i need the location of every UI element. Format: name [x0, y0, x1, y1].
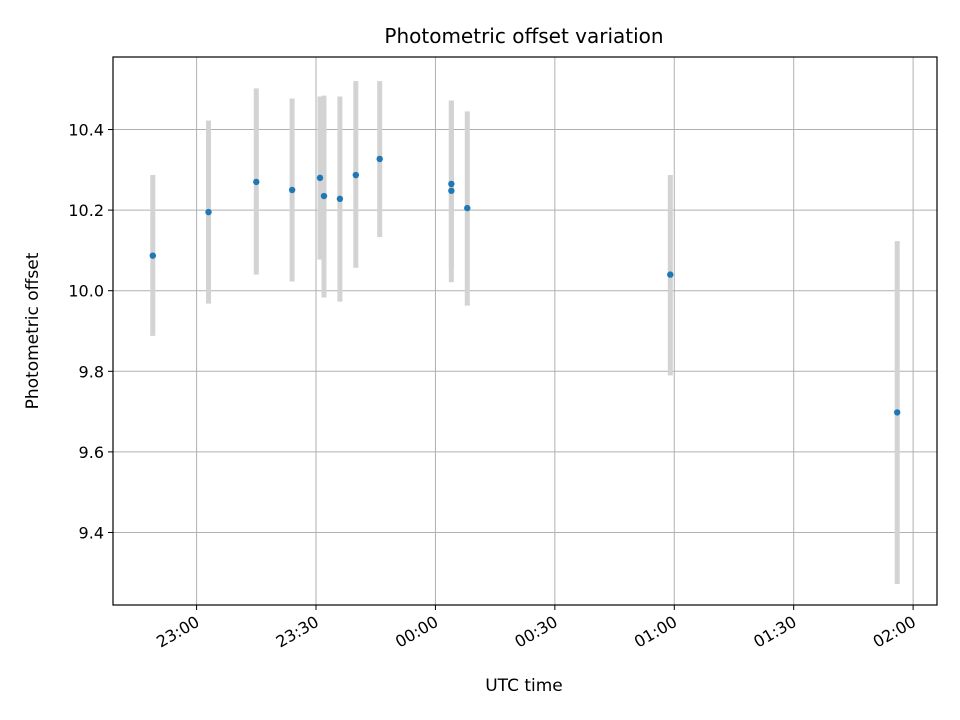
- y-axis-ticks: 9.4 9.6 9.8 10.0 10.2 10.4: [68, 121, 113, 542]
- chart-title: Photometric offset variation: [384, 24, 663, 48]
- data-point: [253, 178, 260, 186]
- y-tick-label: 10.0: [68, 282, 104, 301]
- data-point: [464, 204, 471, 212]
- data-point: [667, 271, 674, 278]
- data-point: [448, 187, 455, 194]
- y-tick-label: 9.4: [79, 523, 104, 542]
- data-points: [149, 155, 901, 416]
- data-point: [320, 192, 328, 200]
- y-axis-label: Photometric offset: [23, 252, 43, 409]
- data-point: [316, 174, 324, 182]
- data-point: [288, 186, 296, 194]
- data-point: [336, 195, 344, 203]
- y-tick-label: 10.2: [68, 201, 104, 220]
- grid: [113, 57, 937, 605]
- data-point: [376, 155, 383, 163]
- data-point: [352, 171, 360, 179]
- x-axis-label: UTC time: [485, 676, 563, 696]
- plot-frame: [112, 56, 938, 606]
- data-point: [149, 252, 157, 259]
- data-point: [448, 180, 455, 188]
- y-tick-label: 9.6: [79, 443, 104, 462]
- data-point: [893, 409, 901, 416]
- data-point: [205, 208, 212, 216]
- y-tick-label: 10.4: [68, 121, 104, 140]
- y-tick-label: 9.8: [79, 362, 104, 381]
